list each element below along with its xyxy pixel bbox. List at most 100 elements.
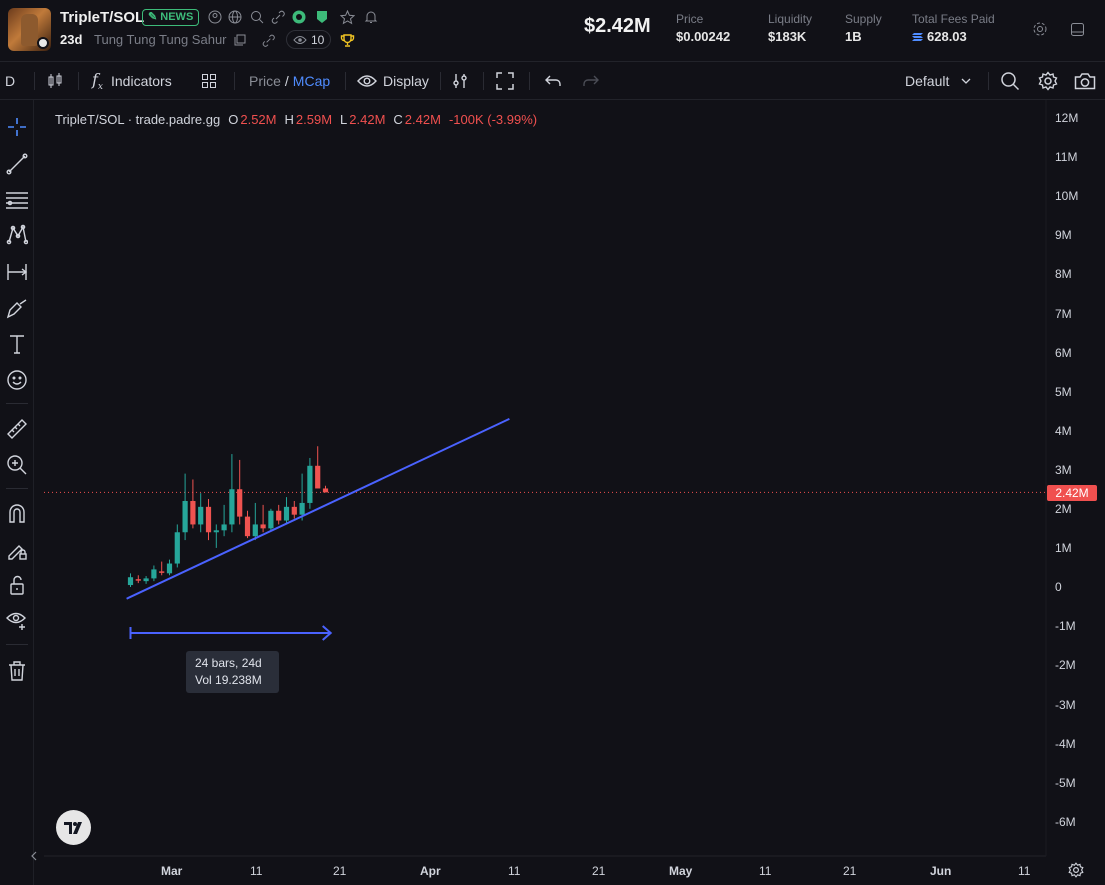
market-cap-value: $2.42M — [584, 15, 651, 37]
token-avatar[interactable] — [8, 8, 51, 51]
y-tick-label: 7M — [1055, 306, 1072, 321]
collapse-chevron-icon[interactable] — [28, 843, 40, 869]
news-label: NEWS — [160, 11, 194, 23]
bullx-icon[interactable] — [314, 9, 330, 25]
legend-change: -100K (-3.99%) — [448, 112, 538, 127]
emoji-tool-icon[interactable] — [4, 367, 30, 393]
x-tick-label: 21 — [333, 864, 347, 878]
date-range-arrow — [322, 625, 333, 641]
indicators-button[interactable]: fx Indicators — [92, 62, 172, 100]
legend-low-key: L — [340, 112, 348, 127]
pump-icon[interactable] — [291, 9, 307, 25]
axis-settings-icon[interactable] — [1068, 862, 1084, 878]
screenshot-camera-icon[interactable] — [1074, 62, 1096, 100]
mcap-toggle[interactable]: MCap — [292, 73, 331, 89]
zoom-in-tool-icon[interactable] — [4, 452, 30, 478]
tradingview-logo-icon[interactable] — [56, 810, 91, 845]
toolbar-divider — [345, 72, 346, 90]
y-tick-label: -3M — [1055, 697, 1076, 712]
toolbar-divider — [529, 72, 530, 90]
stat-supply: Supply 1B — [845, 12, 882, 44]
x-tick-label: Apr — [420, 864, 441, 878]
link-icon[interactable] — [270, 9, 286, 25]
news-badge[interactable]: ✎ NEWS — [142, 9, 200, 26]
text-tool-icon[interactable] — [4, 331, 30, 357]
x-tick-label: May — [669, 864, 693, 878]
lock-drawing-tool-icon[interactable] — [4, 537, 30, 563]
x-tick-label: 11 — [250, 864, 263, 878]
chevron-down-icon — [961, 78, 971, 84]
interval-button[interactable]: D — [5, 73, 16, 89]
horizontal-lines-tool-icon[interactable] — [4, 187, 30, 213]
magnet-tool-icon[interactable] — [4, 500, 30, 526]
token-age: 23d — [60, 32, 83, 47]
ruler-tool-icon[interactable] — [4, 416, 30, 442]
unlock-tool-icon[interactable] — [4, 572, 30, 598]
toolbar-divider — [234, 72, 235, 90]
redo-icon[interactable] — [583, 62, 599, 100]
display-button[interactable]: Display — [357, 62, 429, 100]
x-tick-label: 21 — [592, 864, 606, 878]
candle-body — [307, 465, 313, 503]
candle-body — [315, 465, 321, 489]
trend-line-tool-icon[interactable] — [4, 151, 30, 177]
tool-divider — [6, 488, 28, 489]
hide-drawings-tool-icon[interactable] — [4, 607, 30, 633]
toolbar-divider — [34, 72, 35, 90]
chart-search-icon[interactable] — [1000, 62, 1020, 100]
trophy-icon[interactable] — [339, 32, 355, 48]
trash-tool-icon[interactable] — [4, 658, 30, 684]
panel-toggle-icon[interactable] — [1069, 21, 1085, 37]
candle-body — [205, 506, 212, 533]
settings-icon[interactable] — [1032, 21, 1048, 37]
measure-range-tool-icon[interactable] — [4, 258, 30, 284]
crosshair-tool-icon[interactable] — [4, 114, 30, 140]
chart-settings-icon[interactable] — [1038, 62, 1058, 100]
legend-high-key: H — [284, 112, 294, 127]
price-toggle[interactable]: Price — [249, 73, 281, 89]
user-icon[interactable] — [207, 9, 223, 25]
candle-body — [268, 510, 274, 529]
indicators-label: Indicators — [111, 73, 172, 89]
bell-icon[interactable] — [363, 9, 379, 25]
y-tick-label: 0 — [1055, 580, 1062, 595]
stat-label: Price — [676, 12, 704, 26]
measure-volume: Vol 19.238M — [195, 673, 262, 687]
fullscreen-icon[interactable] — [496, 62, 514, 100]
settings-sliders-icon[interactable] — [451, 62, 469, 100]
candle-body — [252, 524, 258, 537]
x-tick-label: 11 — [1018, 864, 1031, 878]
stat-price: Price $0.00242 — [676, 12, 730, 44]
candle-body — [174, 532, 180, 564]
watchers-count[interactable]: 10 — [286, 30, 332, 49]
pattern-tool-icon[interactable] — [4, 222, 30, 248]
stat-fees: Total Fees Paid 628.03 — [912, 12, 995, 44]
candle-body — [322, 488, 329, 493]
fx-icon: fx — [92, 69, 103, 93]
candle-type-icon[interactable] — [46, 62, 64, 100]
star-icon[interactable] — [339, 9, 355, 25]
toggle-slash: / — [284, 73, 289, 89]
brush-tool-icon[interactable] — [4, 296, 30, 322]
copy-icon[interactable] — [232, 32, 248, 48]
globe-icon[interactable] — [227, 9, 243, 25]
watchers-value: 10 — [311, 32, 325, 47]
share-link-icon[interactable] — [260, 32, 276, 48]
search-icon[interactable] — [249, 9, 265, 25]
templates-icon[interactable] — [201, 62, 217, 100]
token-name: Tung Tung Tung Sahur — [94, 32, 227, 47]
measure-tooltip: 24 bars, 24d Vol 19.238M — [186, 651, 279, 693]
candle-body — [244, 516, 251, 537]
layout-select[interactable]: Default — [905, 62, 971, 100]
undo-icon[interactable] — [545, 62, 561, 100]
price-mcap-toggle[interactable]: Price / MCap — [249, 62, 330, 100]
legend-open-key: O — [228, 112, 239, 127]
eye-icon — [357, 75, 377, 87]
verified-badge-icon — [37, 37, 49, 49]
candle-body — [283, 506, 290, 521]
stat-label: Supply — [845, 12, 882, 26]
stat-value: $0.00242 — [676, 29, 731, 44]
legend-low: 2.42M — [349, 112, 386, 127]
toolbar-divider — [988, 72, 989, 90]
